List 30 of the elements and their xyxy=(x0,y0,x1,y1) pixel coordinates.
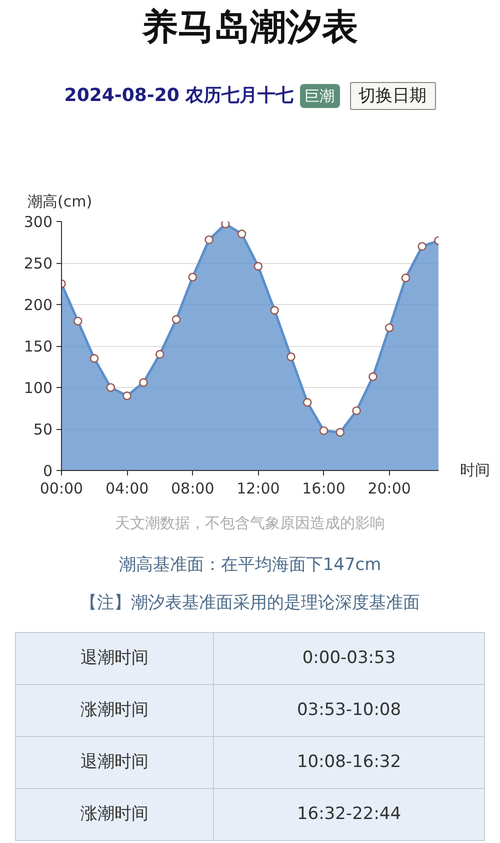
text: 16:32-22:44 xyxy=(214,788,484,840)
chart-subtitle: 2024-08-20 农历七月十七 xyxy=(64,85,294,106)
text: 10:08-16:32 xyxy=(214,736,484,788)
text: 退潮时间 xyxy=(16,736,214,788)
x-tick-label: 16:00 xyxy=(302,480,346,498)
y-tick-label: 200 xyxy=(24,296,53,314)
y-tick-label: 50 xyxy=(33,420,53,438)
text: 潮高基准面：在平均海面下147cm xyxy=(118,554,382,577)
text: 巨潮 xyxy=(300,84,340,108)
x-tick-label: 08:00 xyxy=(171,480,214,498)
text: 涨潮时间 xyxy=(16,684,214,736)
y-tick-label: 100 xyxy=(24,379,53,397)
x-tick-label: 04:00 xyxy=(105,480,149,498)
chart-title: 养马岛潮汐表 xyxy=(140,6,359,50)
y-tick-label: 250 xyxy=(24,254,53,272)
text: 退潮时间 xyxy=(16,632,214,684)
y-tick-label: 300 xyxy=(24,213,53,231)
y-tick-label: 0 xyxy=(42,462,53,480)
text: 【注】潮汐表基准面采用的是理论深度基准面 xyxy=(79,592,421,615)
y-axis-title: 潮高(cm) xyxy=(28,192,92,210)
text: 0:00-03:53 xyxy=(214,632,484,684)
text: 03:53-10:08 xyxy=(214,684,484,736)
y-tick-label: 150 xyxy=(24,338,53,356)
x-tick-label: 00:00 xyxy=(40,480,84,498)
x-tick-label: 12:00 xyxy=(236,480,280,498)
text: 切换日期 xyxy=(350,82,436,110)
x-axis-title: 时间 xyxy=(459,460,490,479)
text: 涨潮时间 xyxy=(16,788,214,840)
x-tick-label: 20:00 xyxy=(368,480,411,498)
text: 天文潮数据，不包含气象原因造成的影响 xyxy=(114,513,386,533)
